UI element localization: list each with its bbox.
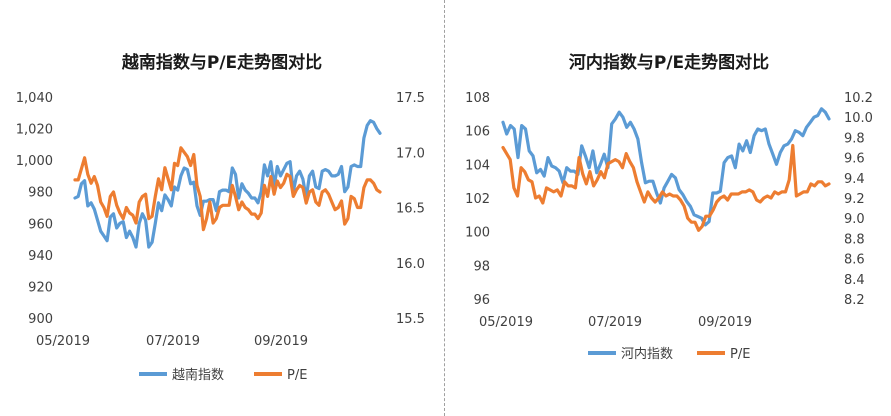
y-tick-label: 106 — [465, 125, 490, 140]
legend-label-index: 河内指数 — [621, 346, 673, 362]
y-tick-label: 980 — [28, 186, 53, 201]
y2-tick-label: 17.0 — [396, 146, 425, 161]
y-tick-label: 1,040 — [16, 91, 53, 106]
series-line-pe — [73, 146, 382, 232]
vn-index-chart-panel: 越南指数与P/E走势图对比 900 920 940 960 980 1,000 1,020 1… — [0, 0, 444, 416]
y-tick-label: 108 — [465, 91, 490, 106]
x-tick-label: 09/2019 — [254, 334, 308, 349]
hnx-index-chart: 河内指数与P/E走势图对比 96 98 100 102 104 106 108 8.2 8.4… — [465, 52, 873, 362]
y2-tick-label: 16.5 — [396, 202, 425, 217]
y2-tick-label: 9.2 — [844, 192, 865, 207]
y2-tick-label: 8.6 — [844, 253, 865, 268]
x-tick-label: 09/2019 — [698, 315, 752, 330]
y2-tick-label: 15.5 — [396, 312, 425, 327]
y-tick-label: 96 — [473, 293, 490, 308]
legend-label-index: 越南指数 — [172, 367, 224, 383]
series-line-pe — [501, 143, 831, 232]
y2-tick-label: 8.4 — [844, 273, 865, 288]
y-tick-label: 920 — [28, 280, 53, 295]
y2-tick-label: 17.5 — [396, 91, 425, 106]
y-tick-label: 1,020 — [16, 123, 53, 138]
series-line-index — [501, 107, 831, 227]
y2-tick-label: 9.6 — [844, 152, 865, 167]
y-tick-label: 900 — [28, 312, 53, 327]
y-tick-label: 1,000 — [16, 154, 53, 169]
x-tick-label: 07/2019 — [146, 334, 200, 349]
legend-label-pe: P/E — [730, 347, 750, 362]
y2-tick-label: 9.0 — [844, 212, 865, 227]
y-tick-label: 98 — [473, 259, 490, 274]
y2-tick-label: 10.0 — [844, 111, 873, 126]
x-tick-label: 05/2019 — [479, 315, 533, 330]
y-tick-label: 940 — [28, 249, 53, 264]
y2-tick-label: 16.0 — [396, 257, 425, 272]
x-tick-label: 07/2019 — [588, 315, 642, 330]
y2-tick-label: 8.8 — [844, 232, 865, 247]
chart-title: 河内指数与P/E走势图对比 — [569, 52, 769, 73]
y-tick-label: 104 — [465, 158, 490, 173]
panel-divider — [444, 0, 445, 416]
chart-title: 越南指数与P/E走势图对比 — [121, 52, 322, 73]
y-tick-label: 102 — [465, 192, 490, 207]
series-line-index — [73, 119, 382, 249]
legend-label-pe: P/E — [287, 368, 307, 383]
y2-tick-label: 9.8 — [844, 131, 865, 146]
y-tick-label: 100 — [465, 226, 490, 241]
vn-index-chart: 越南指数与P/E走势图对比 900 920 940 960 980 1,000 1,020 1… — [16, 52, 425, 383]
y-tick-label: 960 — [28, 217, 53, 232]
y2-tick-label: 10.2 — [844, 91, 873, 106]
y2-tick-label: 9.4 — [844, 172, 865, 187]
y2-tick-label: 8.2 — [844, 293, 865, 308]
x-tick-label: 05/2019 — [36, 334, 90, 349]
hnx-index-chart-panel: 河内指数与P/E走势图对比 96 98 100 102 104 106 108 8.2 8.4… — [447, 0, 891, 416]
